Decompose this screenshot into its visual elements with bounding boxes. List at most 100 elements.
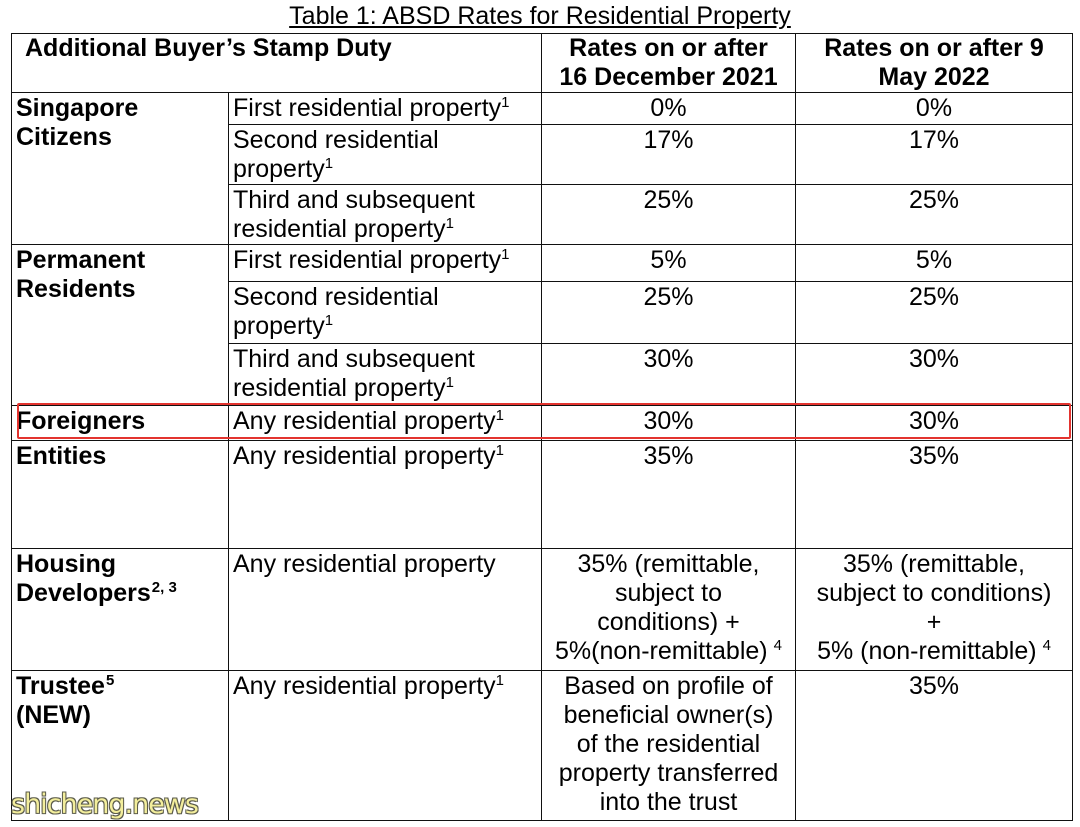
footnote-ref: 1 xyxy=(495,672,504,689)
rate-2021-cell: 25% xyxy=(541,184,796,245)
table-row: Trustee5 (NEW) Any residential property1 … xyxy=(11,670,1073,821)
property-type-label: Any residential property xyxy=(233,672,496,700)
rate-2021-cell: 30% xyxy=(541,343,796,406)
property-type-label: First residential property xyxy=(233,94,502,122)
property-type-cell: Any residential property1 xyxy=(228,405,542,441)
footnote-ref: 1 xyxy=(501,94,510,111)
rate-2021-cell: 0% xyxy=(541,92,796,125)
property-type-cell: Third and subsequent residential propert… xyxy=(228,343,542,406)
property-type-cell: Any residential property1 xyxy=(228,670,542,821)
table-row: Permanent Residents First residential pr… xyxy=(11,244,1073,406)
rate-2022-cell: 25% xyxy=(795,184,1073,245)
header-rate-2021: Rates on or after 16 December 2021 xyxy=(541,33,796,93)
rate-2022-cell: 35% xyxy=(795,670,1073,821)
buyer-group-housing-developers: Housing Developers2, 3 xyxy=(11,548,229,671)
watermark: shicheng.news xyxy=(11,789,199,820)
property-type-label: Any residential property xyxy=(233,442,496,470)
rate-2021-value: 25% xyxy=(643,186,694,214)
table-row: Singapore Citizens First residential pro… xyxy=(11,92,1073,245)
header-rate-2022: Rates on or after 9 May 2022 xyxy=(795,33,1073,93)
table-title: Table 1: ABSD Rates for Residential Prop… xyxy=(289,2,791,30)
rate-2021-value: 17% xyxy=(643,126,694,154)
property-type-label: First residential property xyxy=(233,246,502,274)
property-type-cell: Any residential property xyxy=(228,548,542,671)
buyer-group-label: Housing Developers xyxy=(16,550,151,607)
rate-2022-value: 25% xyxy=(908,283,960,311)
rate-2022-value: 30% xyxy=(908,345,960,373)
rate-2022-value: 30% xyxy=(908,407,960,435)
footnote-ref: 1 xyxy=(324,155,334,172)
absd-rates-table: Additional Buyer’s Stamp Duty Rates on o… xyxy=(11,33,1073,821)
rate-2021-value: Based on profile of beneficial owner(s) … xyxy=(558,672,779,816)
rate-2022-cell: 25% xyxy=(795,281,1073,344)
footnote-ref: 2, 3 xyxy=(151,579,177,596)
footnote-ref: 5 xyxy=(105,672,115,689)
rate-2022-cell: 17% xyxy=(795,124,1073,185)
buyer-group-label: Entities xyxy=(16,442,107,470)
table-row: Housing Developers2, 3 Any residential p… xyxy=(11,548,1073,671)
property-type-cell: Third and subsequent residential propert… xyxy=(228,184,542,245)
new-tag: (NEW) xyxy=(16,701,91,729)
property-type-label: Third and subsequent residential propert… xyxy=(233,186,475,243)
footnote-ref: 1 xyxy=(445,374,454,391)
footnote-ref: 1 xyxy=(501,246,510,263)
header-stamp-duty-label: Additional Buyer’s Stamp Duty xyxy=(25,34,392,63)
rate-2022-value: 35% xyxy=(908,672,960,700)
buyer-group-label: Trustee xyxy=(16,672,105,700)
rate-2021-value: 25% xyxy=(643,283,694,311)
rate-2021-cell: 5% xyxy=(541,244,796,282)
rate-2022-value: 25% xyxy=(908,186,960,214)
rate-2022-value: 0% xyxy=(915,94,953,122)
rate-2022-value: 5% xyxy=(915,246,953,274)
header-rate-2022-label: Rates on or after 9 May 2022 xyxy=(824,34,1044,92)
rate-2022-cell: 30% xyxy=(795,405,1073,441)
rate-2022-value: 35% (remittable, subject to conditions) … xyxy=(816,550,1052,665)
property-type-label: Third and subsequent residential propert… xyxy=(233,345,475,402)
header-stamp-duty: Additional Buyer’s Stamp Duty xyxy=(11,33,542,93)
rate-2022-cell: 5% xyxy=(795,244,1073,282)
rate-2022-cell: 0% xyxy=(795,92,1073,125)
property-type-label: Second residential property xyxy=(233,283,439,340)
header-rate-2021-label: Rates on or after 16 December 2021 xyxy=(559,34,778,92)
table-row: Second residential property1 17% 17% xyxy=(12,124,1073,185)
buyer-group-label: Singapore Citizens xyxy=(16,94,139,151)
table-row: Third and subsequent residential propert… xyxy=(12,343,1073,406)
rate-2021-value: 30% xyxy=(643,345,694,373)
property-type-cell: First residential property1 xyxy=(228,92,542,125)
rate-2021-cell: 35% xyxy=(541,440,796,549)
buyer-group-foreigners: Foreigners xyxy=(11,405,229,441)
buyer-group-entities: Entities xyxy=(11,440,229,549)
buyer-group-permanent-residents: Permanent Residents xyxy=(11,244,229,406)
footnote-ref: 1 xyxy=(495,407,504,424)
property-type-cell: Second residential property1 xyxy=(228,281,542,344)
buyer-group-label: Foreigners xyxy=(16,407,146,435)
rate-2021-cell: 30% xyxy=(541,405,796,441)
table-row: Foreigners Any residential property1 30%… xyxy=(11,405,1073,441)
footnote-ref: 1 xyxy=(324,312,334,329)
property-type-label: Second residential property xyxy=(233,126,439,183)
rate-2021-cell: 17% xyxy=(541,124,796,185)
table-row: Entities Any residential property1 35% 3… xyxy=(11,440,1073,549)
buyer-group-trustee: Trustee5 (NEW) xyxy=(11,670,229,821)
rate-2022-cell: 30% xyxy=(795,343,1073,406)
table-row: Third and subsequent residential propert… xyxy=(12,184,1073,245)
rate-2022-cell: 35% (remittable, subject to conditions) … xyxy=(795,548,1073,671)
property-type-cell: First residential property1 xyxy=(228,244,542,282)
table-row: Second residential property1 25% 25% xyxy=(12,281,1073,344)
rate-2021-value: 5% xyxy=(650,246,687,274)
property-type-label: Any residential property xyxy=(233,550,496,578)
rate-2021-value: 35% (remittable, subject to conditions) … xyxy=(555,550,768,665)
buyer-group-singapore-citizens: Singapore Citizens xyxy=(11,92,229,245)
rate-2021-cell: 35% (remittable, subject to conditions) … xyxy=(541,548,796,671)
header-row: Additional Buyer’s Stamp Duty Rates on o… xyxy=(11,33,1073,93)
rate-2021-value: 35% xyxy=(643,442,694,470)
footnote-ref: 1 xyxy=(445,215,454,232)
rate-2022-cell: 35% xyxy=(795,440,1073,549)
property-type-cell: Second residential property1 xyxy=(228,124,542,185)
buyer-group-label: Permanent Residents xyxy=(16,246,146,303)
footnote-ref: 4 xyxy=(773,637,782,654)
footnote-ref: 1 xyxy=(495,442,504,459)
rate-2022-value: 35% xyxy=(908,442,960,470)
rate-2022-value: 17% xyxy=(908,126,960,154)
property-type-label: Any residential property xyxy=(233,407,496,435)
